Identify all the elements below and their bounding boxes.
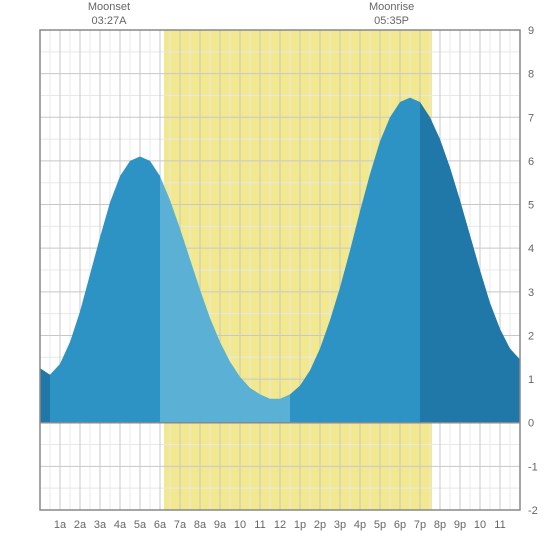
x-tick-label: 4p: [354, 519, 366, 531]
tide-chart: Moonset 03:27A Moonrise 05:35P -2-101234…: [0, 0, 550, 550]
x-tick-label: 10: [474, 519, 486, 531]
moonrise-title: Moonrise: [369, 1, 414, 13]
x-tick-label: 12: [274, 519, 286, 531]
y-tick-label: 2: [528, 330, 534, 342]
tide-band-0: [40, 368, 50, 423]
x-tick-label: 4a: [114, 519, 127, 531]
x-tick-label: 11: [254, 519, 265, 531]
moonrise-time: 05:35P: [374, 15, 409, 27]
x-tick-label: 9a: [214, 519, 227, 531]
y-tick-label: 9: [528, 25, 534, 37]
y-tick-label: -2: [528, 505, 538, 517]
x-tick-label: 1p: [294, 519, 306, 531]
y-tick-label: 6: [528, 156, 534, 168]
y-tick-label: 1: [528, 374, 534, 386]
moonset-label: Moonset 03:27A: [88, 0, 130, 29]
moonrise-label: Moonrise 05:35P: [369, 0, 414, 29]
x-tick-label: 8a: [194, 519, 207, 531]
x-tick-label: 3p: [334, 519, 346, 531]
x-tick-label: 5a: [134, 519, 147, 531]
y-tick-label: 5: [528, 200, 534, 212]
x-tick-label: 2p: [314, 519, 326, 531]
x-tick-label: 7a: [174, 519, 187, 531]
x-tick-label: 3a: [94, 519, 107, 531]
y-tick-label: 4: [528, 243, 534, 255]
y-tick-label: -1: [528, 461, 538, 473]
x-tick-label: 7p: [414, 519, 426, 531]
y-tick-label: 0: [528, 418, 534, 430]
y-tick-label: 3: [528, 287, 534, 299]
x-tick-label: 6a: [154, 519, 167, 531]
x-tick-label: 5p: [374, 519, 386, 531]
y-tick-label: 7: [528, 112, 534, 124]
x-tick-label: 8p: [434, 519, 446, 531]
moonset-title: Moonset: [88, 1, 130, 13]
x-tick-label: 11: [494, 519, 505, 531]
x-tick-label: 1a: [54, 519, 67, 531]
y-tick-label: 8: [528, 69, 534, 81]
x-tick-label: 6p: [394, 519, 406, 531]
x-tick-label: 2a: [74, 519, 87, 531]
moonset-time: 03:27A: [92, 15, 127, 27]
x-tick-label: 10: [234, 519, 246, 531]
x-tick-label: 9p: [454, 519, 466, 531]
chart-svg: -2-101234567891a2a3a4a5a6a7a8a9a1011121p…: [0, 0, 550, 550]
